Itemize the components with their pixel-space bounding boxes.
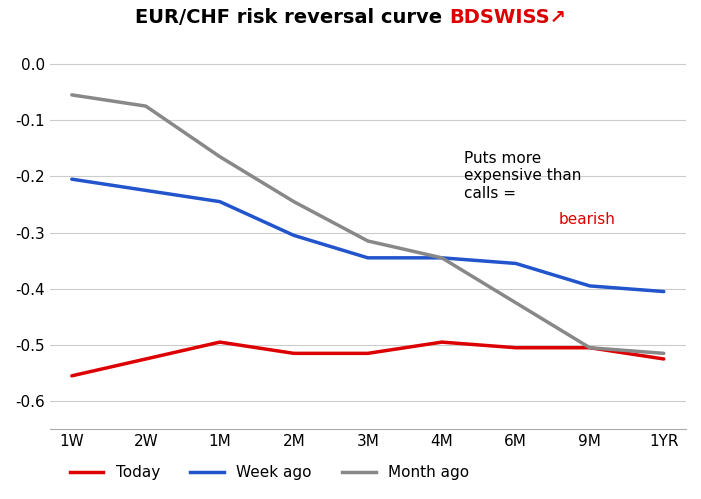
Legend: Today, Week ago, Month ago: Today, Week ago, Month ago [64,459,475,486]
Text: BDSWISS↗: BDSWISS↗ [449,8,566,27]
Text: Puts more
expensive than
calls =: Puts more expensive than calls = [464,151,581,201]
Text: EUR/CHF risk reversal curve: EUR/CHF risk reversal curve [135,8,449,27]
Text: bearish: bearish [559,212,615,227]
